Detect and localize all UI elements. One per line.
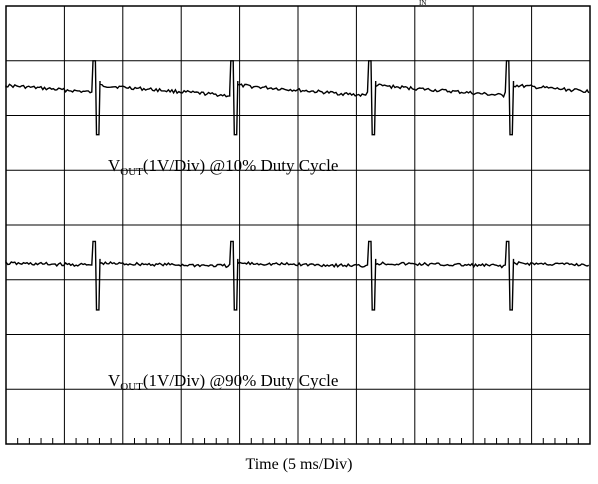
waveform-traces: [5, 60, 590, 311]
caption-suffix: (1V/Div) @90% Duty Cycle: [143, 371, 339, 390]
minor-ticks: [17, 438, 579, 444]
waveform-trace-1: [5, 60, 590, 136]
x-axis-label: Time (5 ms/Div): [245, 456, 353, 473]
caption-suffix: (1V/Div) @10% Duty Cycle: [143, 156, 339, 175]
gridlines: [6, 6, 590, 444]
trace-caption-1: VOUT(1V/Div) @10% Duty Cycle: [108, 156, 338, 178]
oscilloscope-display: VOUT(1V/Div) @10% Duty CycleVOUT(1V/Div)…: [5, 5, 591, 445]
caption-prefix: V: [108, 371, 121, 390]
caption-subscript: OUT: [120, 166, 143, 178]
caption-subscript: OUT: [120, 381, 143, 393]
trace-captions: VOUT(1V/Div) @10% Duty CycleVOUT(1V/Div)…: [108, 156, 338, 393]
waveform-trace-2: [5, 240, 590, 311]
header-mark: IN: [419, 0, 427, 7]
trace-caption-2: VOUT(1V/Div) @90% Duty Cycle: [108, 371, 338, 393]
caption-prefix: V: [108, 156, 121, 175]
